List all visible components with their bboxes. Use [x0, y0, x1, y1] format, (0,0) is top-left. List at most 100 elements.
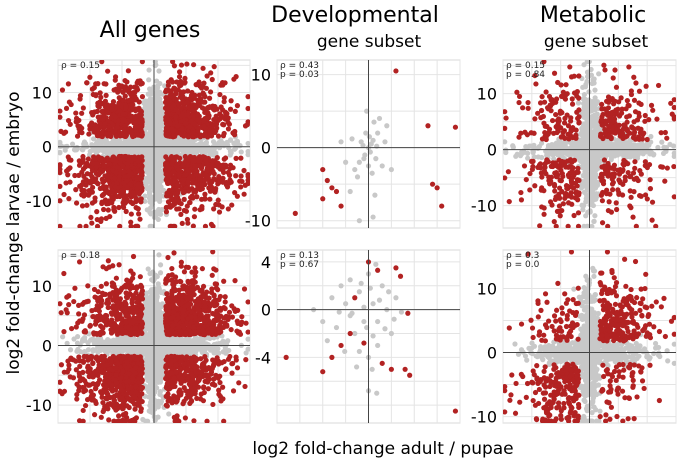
- data-point-significant: [120, 89, 126, 95]
- y-tick-label: 10: [32, 84, 52, 103]
- data-point-significant: [87, 74, 93, 80]
- data-point-significant: [199, 204, 205, 210]
- data-point-significant: [110, 98, 117, 105]
- data-point-nonsignificant: [148, 88, 154, 94]
- data-point-significant: [163, 204, 169, 210]
- data-point-nonsignificant: [593, 144, 599, 150]
- data-point-significant: [601, 157, 608, 163]
- data-point-significant: [119, 118, 126, 124]
- data-point-significant: [668, 100, 674, 106]
- data-point-significant: [178, 112, 185, 119]
- data-point-nonsignificant: [153, 62, 159, 68]
- data-point-nonsignificant: [154, 189, 161, 195]
- data-point-nonsignificant: [157, 80, 163, 87]
- data-point-significant: [642, 118, 648, 124]
- data-point-significant: [89, 220, 95, 226]
- data-point-nonsignificant: [670, 143, 676, 149]
- data-point-nonsignificant: [569, 151, 575, 157]
- data-point-significant: [224, 184, 231, 190]
- data-point-significant: [202, 191, 208, 197]
- data-point-significant: [623, 134, 629, 140]
- data-point-significant: [203, 85, 209, 91]
- data-point-significant: [529, 166, 535, 173]
- data-point-significant: [614, 206, 620, 213]
- data-point-nonsignificant: [149, 124, 155, 130]
- data-point-significant: [173, 106, 179, 113]
- data-point-significant: [197, 163, 203, 169]
- data-point-significant: [184, 99, 190, 106]
- data-point-significant: [102, 197, 109, 203]
- data-point-significant: [627, 188, 633, 194]
- data-point-nonsignificant: [375, 130, 381, 136]
- data-point-significant: [206, 95, 213, 101]
- data-point-significant: [503, 125, 508, 131]
- data-point-significant: [204, 73, 210, 79]
- data-point-significant: [74, 133, 81, 139]
- data-point-significant: [164, 175, 170, 182]
- data-point-significant: [199, 196, 205, 202]
- data-point-nonsignificant: [96, 138, 102, 144]
- data-point-significant: [573, 127, 579, 133]
- data-point-significant: [123, 199, 129, 205]
- data-point-significant: [506, 198, 512, 205]
- data-point-significant: [189, 107, 195, 113]
- data-point-significant: [576, 73, 582, 79]
- data-point-significant: [613, 200, 619, 206]
- data-point-significant: [425, 123, 431, 129]
- data-point-significant: [164, 165, 171, 172]
- data-point-significant: [553, 96, 560, 102]
- data-point-significant: [189, 180, 195, 186]
- data-point-significant: [654, 116, 660, 122]
- data-point-significant: [117, 108, 123, 114]
- data-point-significant: [138, 127, 144, 133]
- data-point-significant: [112, 184, 119, 190]
- data-point-significant: [558, 158, 564, 165]
- data-point-significant: [539, 174, 545, 180]
- data-point-nonsignificant: [80, 147, 86, 153]
- data-point-significant: [105, 68, 111, 74]
- data-point-nonsignificant: [524, 144, 531, 151]
- data-point-nonsignificant: [643, 144, 650, 150]
- data-point-nonsignificant: [659, 139, 665, 145]
- data-point-significant: [642, 159, 648, 165]
- data-point-nonsignificant: [148, 223, 155, 228]
- data-point-significant: [126, 168, 132, 175]
- data-point-significant: [245, 173, 250, 180]
- data-point-significant: [571, 212, 577, 219]
- data-point-significant: [528, 130, 534, 136]
- data-point-significant: [178, 62, 185, 68]
- data-point-significant: [604, 164, 610, 170]
- data-point-significant: [200, 82, 206, 89]
- data-point-significant: [556, 118, 562, 124]
- data-point-significant: [568, 115, 574, 121]
- data-point-significant: [215, 197, 221, 203]
- data-point-nonsignificant: [146, 191, 153, 197]
- data-point-significant: [79, 192, 85, 198]
- data-point-nonsignificant: [152, 180, 158, 186]
- data-point-nonsignificant: [592, 87, 598, 93]
- data-point-significant: [134, 185, 140, 192]
- data-point-nonsignificant: [181, 148, 187, 154]
- data-point-significant: [627, 173, 634, 180]
- data-point-nonsignificant: [579, 202, 585, 208]
- data-point-significant: [239, 178, 245, 185]
- data-point-nonsignificant: [148, 211, 154, 217]
- data-point-nonsignificant: [159, 155, 165, 161]
- data-point-significant: [58, 223, 63, 228]
- data-point-significant: [184, 61, 190, 67]
- data-point-significant: [554, 208, 561, 214]
- data-point-significant: [233, 155, 239, 161]
- data-point-significant: [113, 133, 120, 139]
- data-point-significant: [202, 181, 208, 188]
- data-point-significant: [516, 93, 523, 100]
- data-point-significant: [166, 187, 172, 194]
- data-point-significant: [128, 223, 134, 228]
- data-point-significant: [90, 112, 96, 118]
- data-point-significant: [180, 177, 186, 183]
- data-point-nonsignificant: [123, 149, 129, 155]
- data-point-significant: [439, 203, 445, 209]
- data-point-nonsignificant: [382, 139, 388, 145]
- data-point-significant: [110, 188, 116, 194]
- data-point-significant: [220, 107, 226, 113]
- data-point-nonsignificant: [591, 218, 597, 224]
